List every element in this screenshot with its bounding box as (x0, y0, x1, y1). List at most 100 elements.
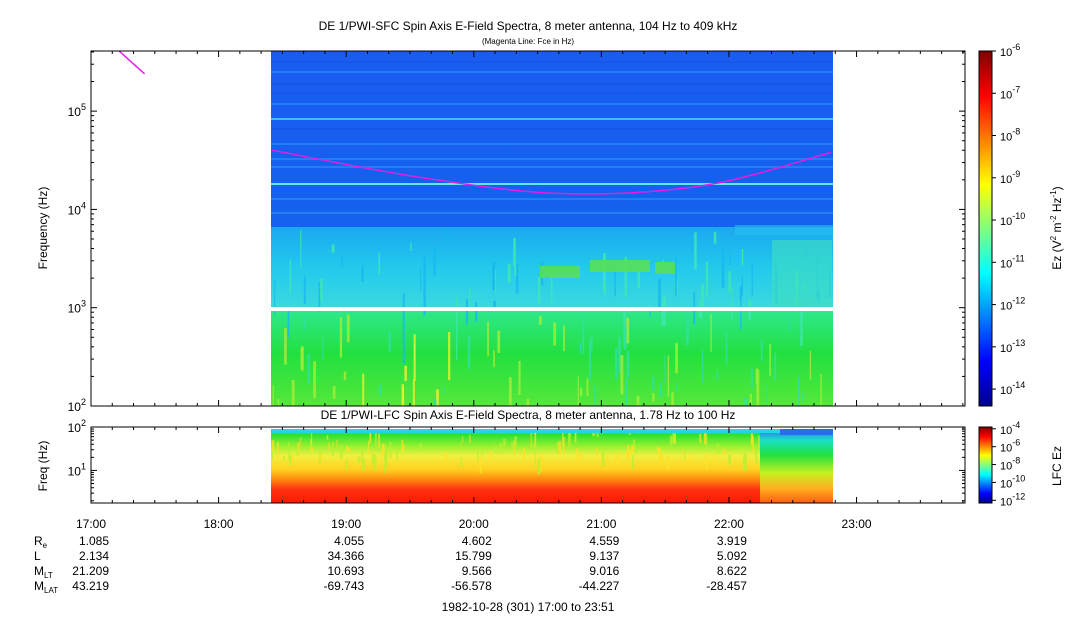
ephemeris-value: 2.134 (79, 549, 109, 563)
sfc-streak (433, 399, 437, 406)
sfc-streak (443, 386, 445, 395)
lfc-streak (277, 441, 279, 458)
sfc-streak (652, 393, 655, 402)
sfc-streak (307, 353, 310, 385)
top-colorbar-label-p1: 2 (1049, 235, 1058, 240)
sfc-streak (300, 230, 302, 268)
colorbar-tick-label: 10-10 (1000, 473, 1025, 490)
colorbar-tick-mantissa: 10 (1000, 443, 1012, 455)
lfc-top-row-blue (780, 429, 833, 435)
lfc-streak (326, 435, 329, 440)
sfc-streak (410, 242, 412, 252)
sfc-streak (456, 296, 458, 361)
sfc-streak (378, 252, 381, 275)
sfc-stripe (271, 128, 833, 130)
lfc-streak (617, 452, 621, 467)
lfc-streak (477, 451, 479, 462)
lfc-streak (357, 456, 361, 464)
bottom-y-axis-label: Freq (Hz) (36, 441, 50, 492)
sfc-streak (436, 389, 439, 406)
fce-line (118, 51, 832, 195)
sfc-streak (402, 293, 405, 365)
lfc-streak (336, 439, 338, 447)
lfc-streak (348, 447, 351, 453)
lfc-streak (445, 454, 448, 463)
sfc-streak (579, 387, 583, 397)
sfc-emission (735, 225, 833, 235)
sfc-streak (346, 314, 350, 343)
lfc-streak (579, 451, 582, 461)
sfc-streak (467, 335, 471, 370)
lfc-streak (345, 459, 348, 471)
ephemeris-label-main: M (34, 579, 44, 593)
sfc-streak (493, 350, 495, 368)
lfc-streak (631, 445, 634, 453)
time-range-footer: 1982-10-28 (301) 17:00 to 23:51 (442, 600, 615, 614)
colorbar-tick-mantissa: 10 (1000, 216, 1012, 228)
sfc-streak (731, 287, 733, 320)
y-tick-mantissa: 10 (68, 400, 82, 414)
lfc-streak (683, 448, 686, 460)
time-tick-label: 17:00 (76, 517, 106, 531)
sfc-streak (508, 377, 512, 406)
sfc-streak (797, 377, 800, 406)
colorbar-tick-exponent: -6 (1012, 42, 1020, 52)
lfc-streak (705, 433, 708, 450)
ephemeris-label-main: M (34, 564, 44, 578)
y-tick-mantissa: 10 (68, 421, 82, 435)
lfc-streak (592, 430, 596, 437)
lfc-streak (296, 443, 299, 457)
lfc-streak (627, 445, 630, 460)
sfc-streak (447, 230, 449, 240)
lfc-streak (346, 445, 349, 452)
sfc-streak (577, 376, 579, 406)
sfc-low-band (271, 311, 833, 406)
sfc-streak (603, 253, 606, 294)
top-colorbar: 10-610-710-810-910-1010-1110-1210-1310-1… (978, 42, 1064, 407)
sfc-streak (676, 382, 678, 392)
ephemeris-label-main: R (34, 534, 43, 548)
sfc-streak (388, 332, 391, 353)
lfc-texture (271, 429, 833, 475)
ephemeris-value: 3.919 (717, 534, 747, 548)
lfc-streak (380, 452, 383, 458)
sfc-streak (751, 368, 753, 388)
sfc-hf-band (271, 51, 833, 227)
sfc-streak (755, 368, 758, 384)
colorbar-tick-exponent: -8 (1012, 127, 1020, 137)
lfc-streak (556, 442, 559, 454)
ephemeris-value: 10.693 (327, 564, 364, 578)
y-tick-mantissa: 10 (68, 302, 82, 316)
sfc-streak (402, 387, 405, 406)
lfc-streak (713, 453, 716, 466)
sfc-stripe (271, 71, 833, 73)
sfc-streak (332, 386, 336, 399)
sfc-streak (658, 278, 661, 312)
ephemeris-value: -28.457 (706, 579, 747, 593)
ephemeris-value: 4.602 (462, 534, 492, 548)
lfc-streak (319, 446, 321, 464)
colorbar-tick-exponent: -10 (1012, 473, 1025, 483)
lfc-streak (291, 454, 294, 464)
sfc-streak (769, 343, 771, 376)
sfc-stripe (271, 198, 833, 200)
lfc-streak (384, 445, 387, 462)
time-tick-label: 23:00 (842, 517, 872, 531)
lfc-streak (728, 454, 731, 465)
sfc-streak (303, 317, 306, 330)
lfc-streak (744, 453, 747, 471)
sfc-streak (751, 262, 753, 296)
colorbar-tick-label: 10-6 (1000, 42, 1020, 59)
sfc-streak (475, 302, 478, 322)
sfc-streak (379, 384, 382, 397)
sfc-streak (341, 256, 344, 267)
lfc-streak (499, 443, 503, 454)
fce-line-segment (118, 51, 146, 75)
colorbar-tick-label: 10-14 (1000, 380, 1025, 397)
y-tick-exponent: 2 (81, 418, 86, 428)
sfc-emission (540, 266, 580, 278)
colorbar-tick-exponent: -12 (1012, 491, 1025, 501)
lfc-streak (459, 443, 462, 450)
